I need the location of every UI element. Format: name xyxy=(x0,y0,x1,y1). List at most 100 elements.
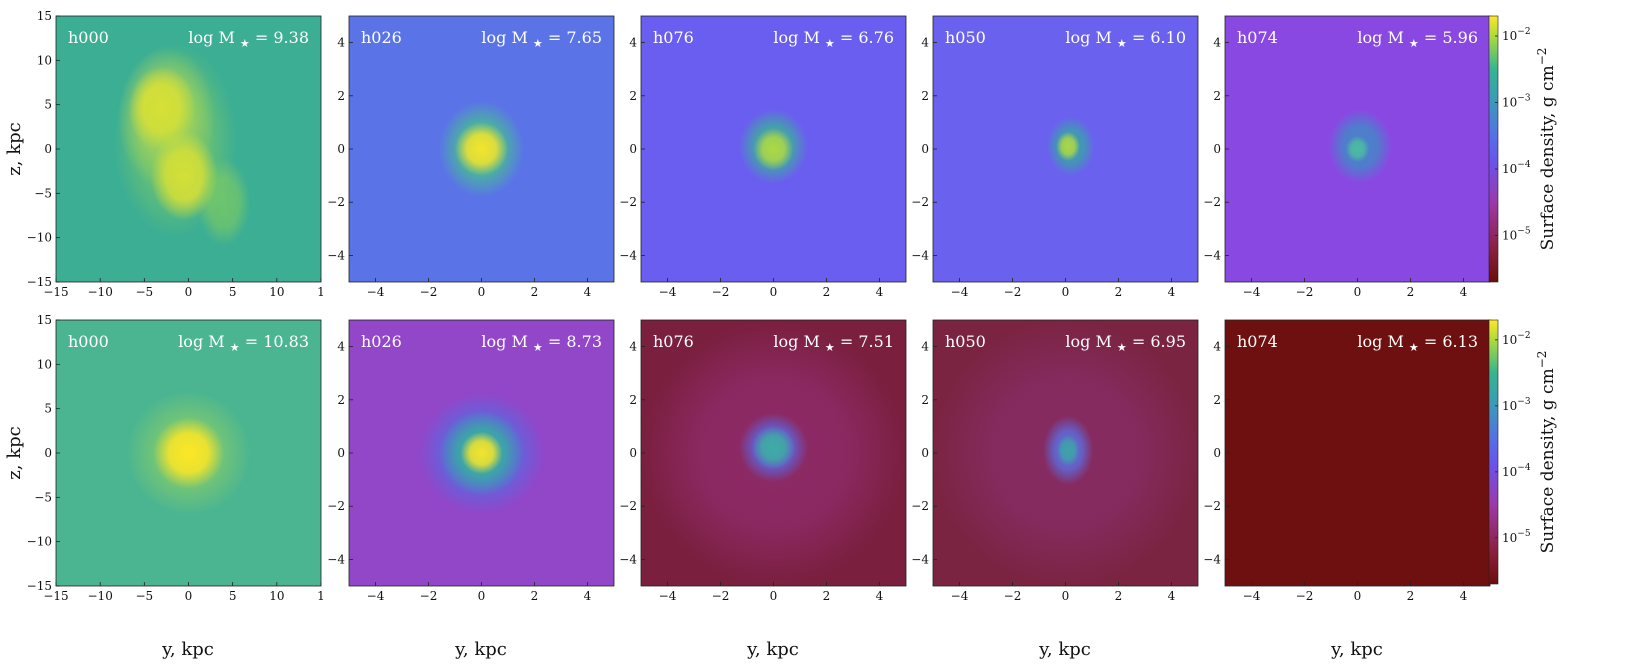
x-tick-label: 0 xyxy=(478,589,486,603)
y-tick-label: −4 xyxy=(911,552,929,566)
x-tick-label: 4 xyxy=(1168,589,1176,603)
x-tick-label: −2 xyxy=(712,589,730,603)
y-tick-label: 4 xyxy=(629,340,637,354)
y-tick-label: −4 xyxy=(1203,552,1221,566)
mass-star: ★ xyxy=(825,341,835,354)
x-tick-label: −10 xyxy=(88,589,113,603)
panel-name: h026 xyxy=(361,332,402,351)
mass-prefix: log M xyxy=(188,28,240,47)
x-tick-label: −4 xyxy=(1243,589,1261,603)
panel-background xyxy=(1225,320,1490,586)
colorbar-tick-label: 10−5 xyxy=(1502,227,1531,243)
colorbar-tick-label: 10−3 xyxy=(1502,397,1531,413)
y-tick-label: 2 xyxy=(337,89,345,103)
x-tick-label: −2 xyxy=(1004,589,1022,603)
x-tick-label: 0 xyxy=(770,589,778,603)
colorbar xyxy=(1488,15,1499,283)
x-tick-label: −4 xyxy=(367,589,385,603)
x-tick-label: −15 xyxy=(43,589,68,603)
density-blob xyxy=(460,431,503,475)
y-tick-label: 0 xyxy=(921,142,929,156)
x-tick-label: 10 xyxy=(269,285,284,299)
density-map xyxy=(739,109,808,184)
y-tick-label: 5 xyxy=(44,98,52,112)
y-tick-label: −4 xyxy=(1203,248,1221,262)
x-tick-label: −2 xyxy=(420,589,438,603)
y-tick-label: −4 xyxy=(619,552,637,566)
mass-prefix: log M xyxy=(1357,28,1409,47)
mass-value: = 9.38 xyxy=(250,28,309,47)
panel-name: h074 xyxy=(1237,332,1278,351)
mass-prefix: log M xyxy=(1357,332,1409,351)
y-tick-label: 0 xyxy=(629,142,637,156)
mass-prefix: log M xyxy=(481,28,533,47)
tick-exp: −5 xyxy=(1517,529,1531,539)
x-tick-label: 0 xyxy=(1062,589,1070,603)
x-tick-label: −2 xyxy=(1296,285,1314,299)
mass-star: ★ xyxy=(533,341,543,354)
tick-exp: −3 xyxy=(1517,94,1531,104)
y-tick-label: −2 xyxy=(911,195,929,209)
x-tick-label: 2 xyxy=(823,589,831,603)
density-map xyxy=(126,390,251,516)
x-tick-label: −10 xyxy=(88,285,113,299)
x-tick-label: 2 xyxy=(1115,285,1123,299)
panel-name: h074 xyxy=(1237,28,1278,47)
panel-h026-row2: h026 log M ★ = 8.73 −4 −2 0 2 4 4 2 0 −2 −4 xyxy=(327,319,615,603)
y-tick-label: 4 xyxy=(1213,36,1221,50)
density-map xyxy=(1328,109,1392,184)
density-map xyxy=(1046,117,1095,176)
x-tick-label: −4 xyxy=(659,589,677,603)
y-tick-label: −10 xyxy=(27,231,52,245)
tick-base: 10 xyxy=(1502,162,1517,176)
y-axis-label: z, kpc xyxy=(4,426,25,479)
panel-mass-label: log M ★ = 10.83 xyxy=(178,332,309,354)
tick-exp: −2 xyxy=(1517,27,1530,37)
mass-star: ★ xyxy=(240,37,250,50)
mass-value: = 7.51 xyxy=(835,332,894,351)
density-blob xyxy=(753,127,794,171)
y-tick-label: 0 xyxy=(337,446,345,460)
x-axis-label: y, kpc xyxy=(746,639,799,660)
mass-prefix: log M xyxy=(481,332,533,351)
tick-exp: −4 xyxy=(1517,463,1531,473)
density-blob xyxy=(1056,434,1081,467)
x-tick-label: 0 xyxy=(185,285,193,299)
y-tick-label: −5 xyxy=(34,490,52,504)
mass-star: ★ xyxy=(1409,37,1419,50)
y-tick-label: −15 xyxy=(27,579,52,593)
y-tick-label: 0 xyxy=(337,142,345,156)
mass-star: ★ xyxy=(230,341,240,354)
y-tick-label: 4 xyxy=(921,36,929,50)
y-tick-label: 4 xyxy=(921,340,929,354)
x-tick-label: 4 xyxy=(1460,285,1468,299)
density-blob xyxy=(752,426,795,469)
y-tick-label: 2 xyxy=(1213,89,1221,103)
panel-h026-row1: h026 log M ★ = 7.65 −4 −2 0 2 4 4 2 0 −2 −4 xyxy=(327,15,615,299)
colorbar-tick-label: 10−2 xyxy=(1502,331,1531,347)
y-tick-label: 4 xyxy=(337,36,345,50)
y-tick-label: 15 xyxy=(37,9,52,23)
x-axis-label: y, kpc xyxy=(161,639,214,660)
y-tick-label: 0 xyxy=(1213,446,1221,460)
x-tick-label: 4 xyxy=(584,589,592,603)
y-tick-label: −2 xyxy=(619,195,637,209)
colorbar-label-text: Surface density, g cm xyxy=(1538,368,1558,553)
y-tick-label: −2 xyxy=(327,499,345,513)
tick-exp: −2 xyxy=(1517,331,1530,341)
tick-base: 10 xyxy=(1502,333,1517,347)
y-tick-label: 0 xyxy=(44,446,52,460)
x-tick-label: 2 xyxy=(823,285,831,299)
x-tick-label: 0 xyxy=(1354,589,1362,603)
tick-base: 10 xyxy=(1502,531,1517,545)
x-tick-label: −2 xyxy=(420,285,438,299)
mass-value: = 7.65 xyxy=(543,28,602,47)
colorbar-tick-label: 10−5 xyxy=(1502,529,1531,545)
y-tick-label: 4 xyxy=(1213,340,1221,354)
tick-base: 10 xyxy=(1502,399,1517,413)
y-tick-label: 5 xyxy=(44,402,52,416)
panel-h000-row1: h000 log M ★ = 9.38 −15 −10 −5 0 5 10 1 15 10 5 0 −5 −… xyxy=(27,9,325,299)
tick-base: 10 xyxy=(1502,96,1517,110)
x-tick-label: −15 xyxy=(43,285,68,299)
